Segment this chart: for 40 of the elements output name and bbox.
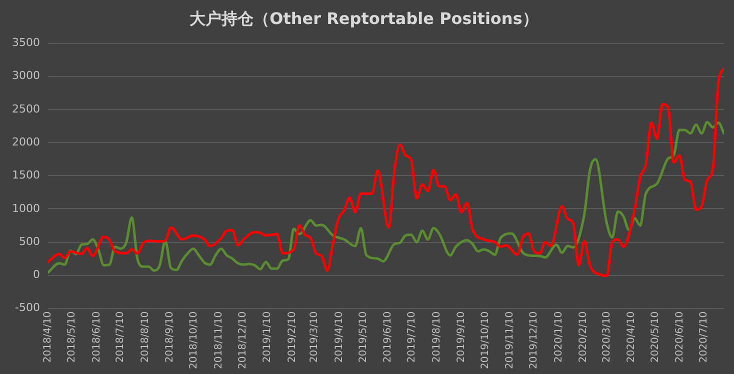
x-tick-label: 2019/12/10 [528,311,540,370]
x-tick-label: 2018/11/10 [213,311,224,370]
y-tick-label: 2000 [12,135,40,148]
y-tick-label: 1500 [12,168,40,182]
y-tick-label: 500 [18,234,40,248]
x-tick-label: 2020/5/10 [650,311,661,363]
line-series [48,67,724,278]
x-tick-label: 2018/4/10 [42,311,54,363]
x-tick-label: 2019/4/10 [334,311,345,363]
y-tick-label: 3000 [12,69,40,82]
x-tick-label: 2019/11/10 [504,311,516,370]
x-tick-label: 2020/3/10 [601,311,612,363]
y-tick-label: 0 [32,268,40,282]
chart-title: 大户持仓（Other Reptortable Positions） [190,8,538,28]
y-tick-label: 3500 [12,36,40,50]
x-tick-label: 2018/9/10 [164,311,176,363]
x-tick-label: 2019/9/10 [456,311,468,363]
y-tick-label: 2500 [12,102,40,116]
x-tick-label: 2019/1/10 [262,311,274,363]
x-tick-label: 2018/10/10 [188,311,200,370]
x-tick-label: 2020/6/10 [674,311,686,363]
line-series [48,120,724,274]
x-tick-label: 2019/8/10 [431,311,442,363]
x-tick-label: 2019/5/10 [358,311,369,363]
x-tick-label: 2019/7/10 [406,311,418,363]
y-tick-label: 1000 [12,202,40,215]
x-tick-label: 2019/10/10 [480,311,491,370]
x-tick-label: 2019/3/10 [309,311,320,363]
x-tick-label: 2018/12/10 [237,311,248,370]
y-tick-label: -500 [15,301,40,314]
x-tick-label: 2020/2/10 [578,311,590,363]
x-tick-label: 2018/7/10 [115,311,126,363]
x-tick-label: 2020/4/10 [626,311,638,363]
x-tick-label: 2018/6/10 [91,311,102,363]
x-tick-label: 2019/2/10 [286,311,298,363]
x-tick-label: 2020/1/10 [553,311,564,363]
x-tick-label: 2018/5/10 [66,311,78,363]
x-tick-label: 2019/6/10 [382,311,394,363]
x-tick-label: 2018/8/10 [140,311,151,363]
x-tick-label: 2020/7/10 [698,311,710,363]
